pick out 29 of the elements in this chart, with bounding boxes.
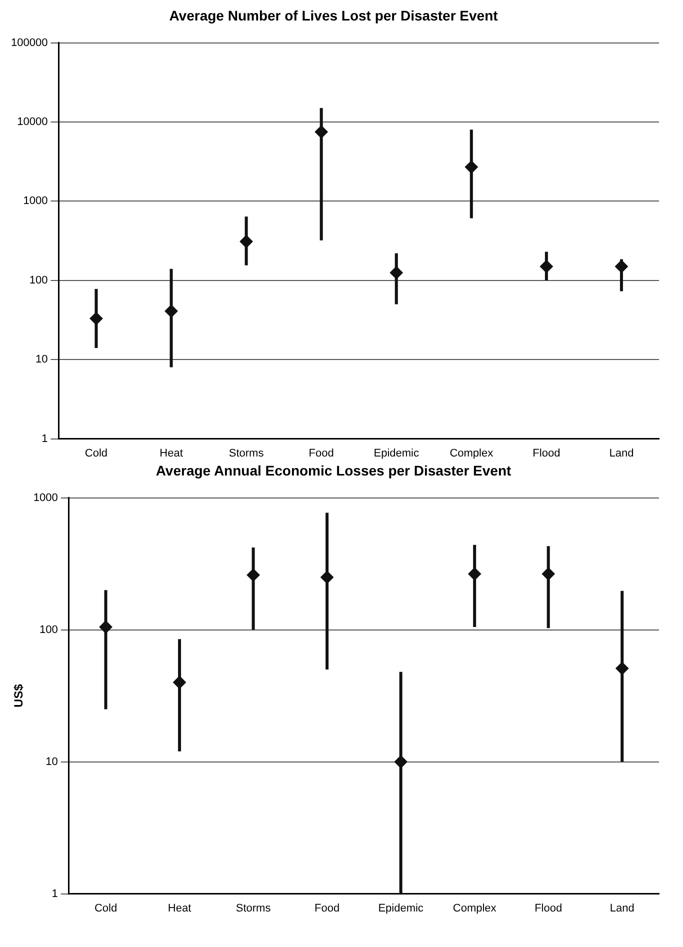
x-tick-label: Cold bbox=[94, 902, 118, 914]
y-tick-label: 1 bbox=[52, 888, 58, 900]
y-tick-label: 1000 bbox=[33, 492, 58, 504]
y-tick-label: 10 bbox=[35, 354, 48, 366]
x-tick-label: Storms bbox=[236, 902, 272, 914]
x-tick-label: Flood bbox=[532, 447, 560, 460]
x-tick-label: Epidemic bbox=[374, 447, 420, 460]
y-axis-title: US$ bbox=[12, 684, 26, 708]
x-tick-label: Heat bbox=[168, 902, 192, 914]
x-tick-label: Food bbox=[314, 902, 340, 914]
y-tick-label: 100000 bbox=[10, 36, 48, 49]
x-tick-label: Land bbox=[609, 447, 634, 460]
x-tick-label: Land bbox=[610, 902, 634, 914]
chart-title: Average Annual Economic Losses per Disaster Event bbox=[156, 462, 512, 478]
x-tick-label: Storms bbox=[228, 447, 264, 460]
y-tick-label: 1 bbox=[42, 432, 48, 445]
x-tick-label: Cold bbox=[84, 447, 108, 460]
x-tick-label: Flood bbox=[534, 902, 562, 914]
y-tick-label: 1000 bbox=[23, 195, 48, 208]
y-tick-label: 10 bbox=[46, 756, 58, 768]
x-tick-label: Complex bbox=[452, 902, 497, 914]
y-tick-label: 100 bbox=[40, 624, 58, 636]
x-tick-label: Complex bbox=[450, 447, 494, 460]
y-tick-label: 10000 bbox=[17, 116, 48, 128]
x-tick-label: Food bbox=[308, 447, 334, 460]
y-tick-label: 100 bbox=[29, 274, 48, 286]
x-tick-label: Epidemic bbox=[378, 902, 424, 914]
chart-title: Average Number of Lives Lost per Disaster Event bbox=[169, 7, 498, 24]
x-tick-label: Heat bbox=[160, 447, 183, 460]
